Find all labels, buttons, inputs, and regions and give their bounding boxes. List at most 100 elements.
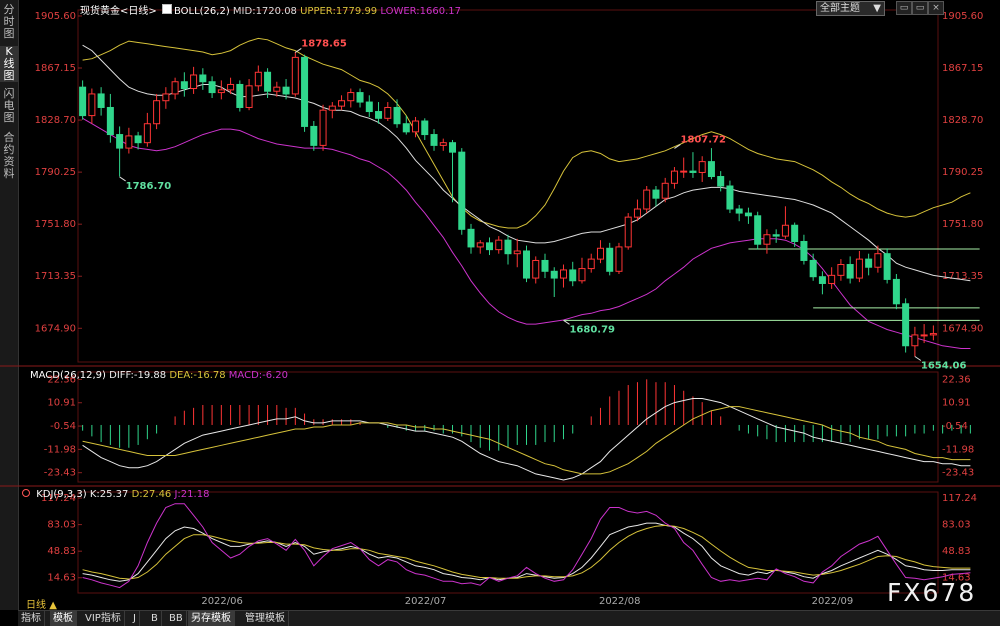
kdj-tick-label-left: 48.83 bbox=[47, 546, 76, 557]
kdj-k-label: K:25.37 bbox=[89, 489, 129, 500]
candle-body bbox=[883, 253, 891, 280]
candle-body bbox=[245, 85, 253, 108]
close-icon[interactable]: × bbox=[928, 1, 944, 15]
candle-body bbox=[365, 101, 373, 113]
boll-mid-line bbox=[82, 44, 971, 282]
candle-body bbox=[79, 86, 87, 117]
boll-indicator-icon bbox=[161, 4, 172, 14]
macd-tick-label-left: 22.36 bbox=[47, 374, 76, 385]
price-tick-label-left: 1790.25 bbox=[35, 167, 76, 178]
theme-select[interactable]: 全部主题 ▼ bbox=[816, 1, 885, 16]
candle-body bbox=[134, 135, 142, 144]
side-tab-flash[interactable]: 闪 电 图 bbox=[3, 87, 15, 124]
candle-body bbox=[273, 86, 281, 92]
kdj-tick-label-left: 117.24 bbox=[41, 493, 76, 504]
minimize-icon[interactable]: ▭ bbox=[896, 1, 912, 15]
candle-body bbox=[865, 258, 873, 268]
candle-body bbox=[375, 111, 383, 119]
watermark: FX678 bbox=[887, 578, 977, 607]
chart-canvas[interactable]: 1905.60 1905.60 1867.15 1867.15 1828.70 1828.… bbox=[0, 0, 1000, 610]
candle-body bbox=[143, 123, 151, 144]
candle-body bbox=[874, 253, 882, 268]
candle-body bbox=[439, 142, 447, 146]
candle-body bbox=[615, 246, 623, 272]
candle-body bbox=[301, 56, 309, 127]
pane-frame-0 bbox=[77, 9, 939, 363]
kdj-settings-icon[interactable] bbox=[22, 489, 30, 497]
candle-body bbox=[892, 278, 900, 305]
candle-body bbox=[199, 74, 207, 83]
candle-body bbox=[717, 176, 725, 187]
bottom-tab-7[interactable]: 管理模板 bbox=[242, 611, 289, 626]
annotation-pointer bbox=[295, 48, 302, 53]
period-switch[interactable]: 日线 ▲ bbox=[26, 596, 57, 611]
candle-body bbox=[264, 71, 272, 92]
boll-label: BOLL(26,2) bbox=[173, 6, 230, 17]
candle-body bbox=[744, 212, 752, 217]
restore-icon[interactable]: ▭ bbox=[912, 1, 928, 15]
macd-tick-label-right: 10.91 bbox=[942, 398, 971, 409]
bottom-tab-2[interactable]: VIP指标 bbox=[82, 611, 125, 626]
kdj-j-line bbox=[82, 503, 971, 589]
kdj-d-line bbox=[82, 524, 971, 580]
candle-body bbox=[624, 216, 632, 248]
bottom-tab-4[interactable]: B bbox=[148, 611, 162, 626]
candle-body bbox=[310, 125, 318, 146]
price-annotation: 1680.79 bbox=[569, 324, 615, 335]
candle-body bbox=[828, 274, 836, 284]
candle-body bbox=[402, 123, 410, 133]
kdj-d-label: D:27.46 bbox=[131, 489, 172, 500]
candle-body bbox=[809, 259, 817, 278]
macd-dea-label: DEA:-16.78 bbox=[169, 370, 226, 381]
x-tick-label: 2022/09 bbox=[811, 596, 854, 607]
x-tick-label: 2022/06 bbox=[201, 596, 243, 607]
price-annotation: 1807.72 bbox=[680, 134, 726, 145]
candle-body bbox=[569, 269, 577, 282]
macd-header: MACD(26,12,9) DIFF:-19.88 DEA:-16.78 MAC… bbox=[30, 370, 288, 381]
price-tick-label-right: 1828.70 bbox=[942, 115, 983, 126]
side-tab-timeshare[interactable]: 分 时 图 bbox=[3, 3, 15, 40]
bottom-tab-3[interactable]: J bbox=[130, 611, 140, 626]
bottom-tab-0[interactable]: 指标 bbox=[18, 611, 45, 626]
candle-body bbox=[125, 135, 133, 149]
candle-body bbox=[846, 264, 854, 279]
kdj-k-line bbox=[82, 522, 971, 582]
side-tab-contract-info[interactable]: 合 约 资 料 bbox=[3, 131, 15, 180]
triangle-up-icon: ▲ bbox=[49, 600, 57, 611]
kdj-tick-label-right: 48.83 bbox=[942, 546, 971, 557]
side-tab-kline[interactable]: K 线 图 bbox=[0, 46, 18, 82]
candle-body bbox=[633, 208, 641, 218]
candle-body bbox=[578, 268, 586, 282]
kdj-tick-label-left: 83.03 bbox=[47, 520, 76, 531]
kdj-tick-label-right: 14.63 bbox=[942, 573, 971, 584]
macd-tick-label-left: -11.98 bbox=[44, 444, 76, 455]
candle-body bbox=[338, 100, 346, 107]
candle-body bbox=[88, 93, 96, 117]
candle-body bbox=[652, 189, 660, 199]
candle-body bbox=[911, 334, 919, 347]
macd-tick-label-left: -23.43 bbox=[44, 468, 76, 479]
x-tick-label: 2022/08 bbox=[598, 596, 641, 607]
price-tick-label-right: 1751.80 bbox=[942, 219, 983, 230]
candle-body bbox=[680, 170, 688, 173]
bottom-tab-5[interactable]: BB bbox=[166, 611, 187, 626]
bottom-tab-1[interactable]: 模板 bbox=[50, 611, 77, 626]
candle-body bbox=[707, 161, 715, 178]
candle-body bbox=[920, 334, 928, 337]
candle-body bbox=[698, 161, 706, 173]
candle-body bbox=[171, 81, 179, 95]
macd-diff-label: DIFF:-19.88 bbox=[109, 370, 167, 381]
candle-body bbox=[217, 89, 225, 94]
candle-body bbox=[587, 258, 595, 270]
candle-body bbox=[902, 303, 910, 347]
bottom-tab-6[interactable]: 另存模板 bbox=[188, 611, 235, 626]
price-tick-label-right: 1790.25 bbox=[942, 167, 983, 178]
candle-body bbox=[532, 259, 540, 279]
macd-dif-line bbox=[82, 398, 971, 481]
candle-body bbox=[180, 81, 188, 90]
candle-body bbox=[430, 134, 438, 146]
theme-select-value: 全部主题 bbox=[820, 3, 860, 14]
candle-body bbox=[791, 224, 799, 243]
kdj-header: KDJ(9,3,3) K:25.37 D:27.46 J:21.18 bbox=[22, 489, 209, 500]
annotation-pointer bbox=[563, 319, 570, 325]
